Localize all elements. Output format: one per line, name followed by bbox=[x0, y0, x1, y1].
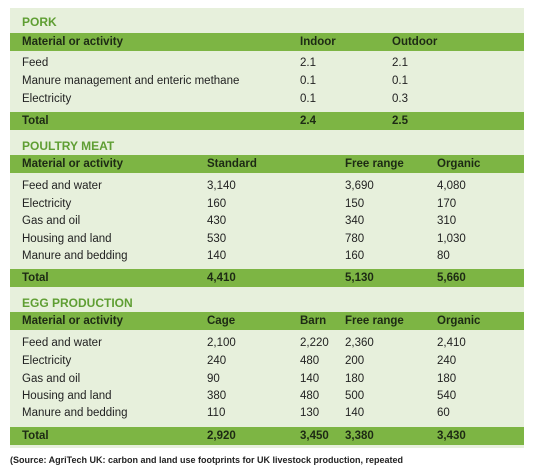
cell-value: 1,030 bbox=[437, 233, 466, 245]
cell-value: 3,140 bbox=[207, 180, 236, 192]
total-value: 2.4 bbox=[300, 115, 316, 127]
cell-value: 90 bbox=[207, 373, 220, 385]
cell-value: 340 bbox=[345, 215, 365, 227]
header-bar bbox=[10, 155, 524, 173]
section-title: POULTRY MEAT bbox=[22, 139, 115, 153]
cell-value: 110 bbox=[207, 407, 226, 419]
row-label: Gas and oil bbox=[22, 373, 81, 385]
cell-value: 80 bbox=[437, 250, 450, 262]
column-header: Organic bbox=[437, 315, 481, 327]
cell-value: 240 bbox=[437, 355, 457, 367]
row-label: Gas and oil bbox=[22, 215, 81, 227]
header-bar bbox=[10, 33, 524, 51]
column-header: Material or activity bbox=[22, 36, 123, 48]
header-bar bbox=[10, 312, 524, 330]
cell-value: 2,100 bbox=[207, 337, 236, 349]
cell-value: 170 bbox=[437, 198, 457, 210]
cell-value: 2,220 bbox=[300, 337, 329, 349]
section-title: PORK bbox=[22, 15, 57, 29]
cell-value: 140 bbox=[345, 407, 365, 419]
column-header: Barn bbox=[300, 315, 327, 327]
cell-value: 60 bbox=[437, 407, 450, 419]
cell-value: 140 bbox=[207, 250, 227, 262]
cell-value: 380 bbox=[207, 390, 227, 402]
row-label: Feed and water bbox=[22, 337, 102, 349]
cell-value: 160 bbox=[207, 198, 227, 210]
row-label: Electricity bbox=[22, 93, 72, 105]
cell-value: 0.1 bbox=[300, 93, 316, 105]
column-header: Standard bbox=[207, 158, 257, 170]
total-label: Total bbox=[22, 115, 49, 127]
total-value: 2.5 bbox=[392, 115, 408, 127]
cell-value: 430 bbox=[207, 215, 227, 227]
total-value: 2,920 bbox=[207, 430, 236, 442]
total-label: Total bbox=[22, 430, 49, 442]
cell-value: 780 bbox=[345, 233, 365, 245]
total-value: 5,660 bbox=[437, 272, 466, 284]
section-title: EGG PRODUCTION bbox=[22, 296, 133, 310]
total-bar bbox=[10, 112, 524, 130]
total-value: 3,380 bbox=[345, 430, 374, 442]
column-header: Cage bbox=[207, 315, 236, 327]
row-label: Housing and land bbox=[22, 233, 112, 245]
cell-value: 0.3 bbox=[392, 93, 408, 105]
row-label: Electricity bbox=[22, 355, 72, 367]
cell-value: 310 bbox=[437, 215, 457, 227]
cell-value: 4,080 bbox=[437, 180, 466, 192]
cell-value: 530 bbox=[207, 233, 227, 245]
total-value: 5,130 bbox=[345, 272, 374, 284]
row-label: Feed and water bbox=[22, 180, 102, 192]
total-value: 3,430 bbox=[437, 430, 466, 442]
column-header: Indoor bbox=[300, 36, 336, 48]
cell-value: 2.1 bbox=[392, 57, 408, 69]
cell-value: 540 bbox=[437, 390, 457, 402]
cell-value: 140 bbox=[300, 373, 320, 385]
cell-value: 480 bbox=[300, 390, 320, 402]
row-label: Feed bbox=[22, 57, 49, 69]
cell-value: 240 bbox=[207, 355, 227, 367]
row-label: Manure and bedding bbox=[22, 407, 128, 419]
cell-value: 150 bbox=[345, 198, 365, 210]
column-header: Material or activity bbox=[22, 315, 123, 327]
cell-value: 0.1 bbox=[392, 75, 408, 87]
cell-value: 180 bbox=[345, 373, 365, 385]
column-header: Organic bbox=[437, 158, 481, 170]
cell-value: 160 bbox=[345, 250, 365, 262]
cell-value: 2,410 bbox=[437, 337, 466, 349]
cell-value: 500 bbox=[345, 390, 365, 402]
column-header: Free range bbox=[345, 158, 404, 170]
row-label: Manure management and enteric methane bbox=[22, 75, 240, 87]
column-header: Material or activity bbox=[22, 158, 123, 170]
source-note: (Source: AgriTech UK: carbon and land us… bbox=[10, 455, 404, 465]
panel bbox=[10, 8, 524, 448]
column-header: Outdoor bbox=[392, 36, 438, 48]
row-label: Housing and land bbox=[22, 390, 112, 402]
total-value: 4,410 bbox=[207, 272, 236, 284]
cell-value: 3,690 bbox=[345, 180, 374, 192]
cell-value: 130 bbox=[300, 407, 320, 419]
cell-value: 200 bbox=[345, 355, 365, 367]
total-bar bbox=[10, 269, 524, 287]
column-header: Free range bbox=[345, 315, 404, 327]
cell-value: 180 bbox=[437, 373, 457, 385]
cell-value: 2,360 bbox=[345, 337, 374, 349]
total-bar bbox=[10, 427, 524, 445]
row-label: Electricity bbox=[22, 198, 72, 210]
cell-value: 480 bbox=[300, 355, 320, 367]
cell-value: 0.1 bbox=[300, 75, 316, 87]
row-label: Manure and bedding bbox=[22, 250, 128, 262]
total-value: 3,450 bbox=[300, 430, 329, 442]
total-label: Total bbox=[22, 272, 49, 284]
cell-value: 2.1 bbox=[300, 57, 316, 69]
